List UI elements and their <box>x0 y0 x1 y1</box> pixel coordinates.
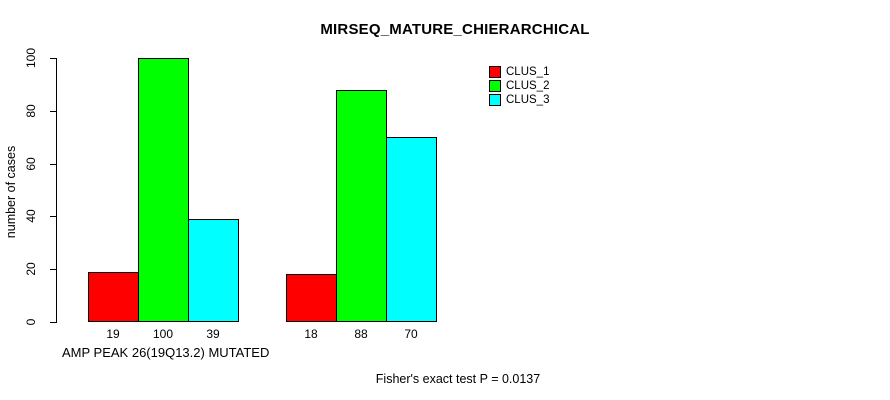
legend-item: CLUS_2 <box>489 80 549 92</box>
legend-swatch-icon <box>489 94 501 106</box>
bar-value-label: 18 <box>304 327 318 341</box>
stat-annotation: Fisher's exact test P = 0.0137 <box>375 372 541 386</box>
y-axis-tick <box>50 58 57 59</box>
y-axis-tick-label: 20 <box>24 262 38 276</box>
y-axis-tick <box>50 322 57 323</box>
y-axis-tick-label: 40 <box>24 209 38 223</box>
y-axis-line <box>56 58 57 323</box>
y-axis-tick <box>50 111 57 112</box>
chart-title: MIRSEQ_MATURE_CHIERARCHICAL <box>320 21 590 38</box>
legend-swatch-icon <box>489 80 501 92</box>
bar-value-label: 39 <box>206 327 220 341</box>
bar-clus_2 <box>138 58 189 322</box>
y-axis-tick-label: 100 <box>24 47 38 69</box>
y-axis-tick-label: 0 <box>24 318 38 326</box>
bar-clus_1 <box>88 272 139 322</box>
bar-clus_1 <box>286 274 337 322</box>
y-axis-tick <box>50 269 57 270</box>
bar-value-label: 88 <box>354 327 368 341</box>
bar-clus_3 <box>188 219 239 322</box>
y-axis-tick-label: 80 <box>24 104 38 118</box>
legend-label: CLUS_3 <box>506 94 550 106</box>
legend: CLUS_1 CLUS_2 CLUS_3 <box>489 66 599 112</box>
x-axis-label: AMP PEAK 26(19Q13.2) MUTATED <box>62 345 270 360</box>
y-axis-tick-label: 60 <box>24 157 38 171</box>
legend-swatch-icon <box>489 66 501 78</box>
bar-clus_3 <box>386 137 437 322</box>
bar-value-label: 70 <box>404 327 418 341</box>
y-axis-tick <box>50 216 57 217</box>
bar-value-label: 19 <box>106 327 120 341</box>
bar-value-label: 100 <box>152 327 174 341</box>
y-axis-tick <box>50 164 57 165</box>
legend-item: CLUS_3 <box>489 94 549 106</box>
legend-label: CLUS_1 <box>506 66 550 78</box>
legend-label: CLUS_2 <box>506 80 550 92</box>
bar-clus_2 <box>336 90 387 322</box>
legend-item: CLUS_1 <box>489 66 549 78</box>
